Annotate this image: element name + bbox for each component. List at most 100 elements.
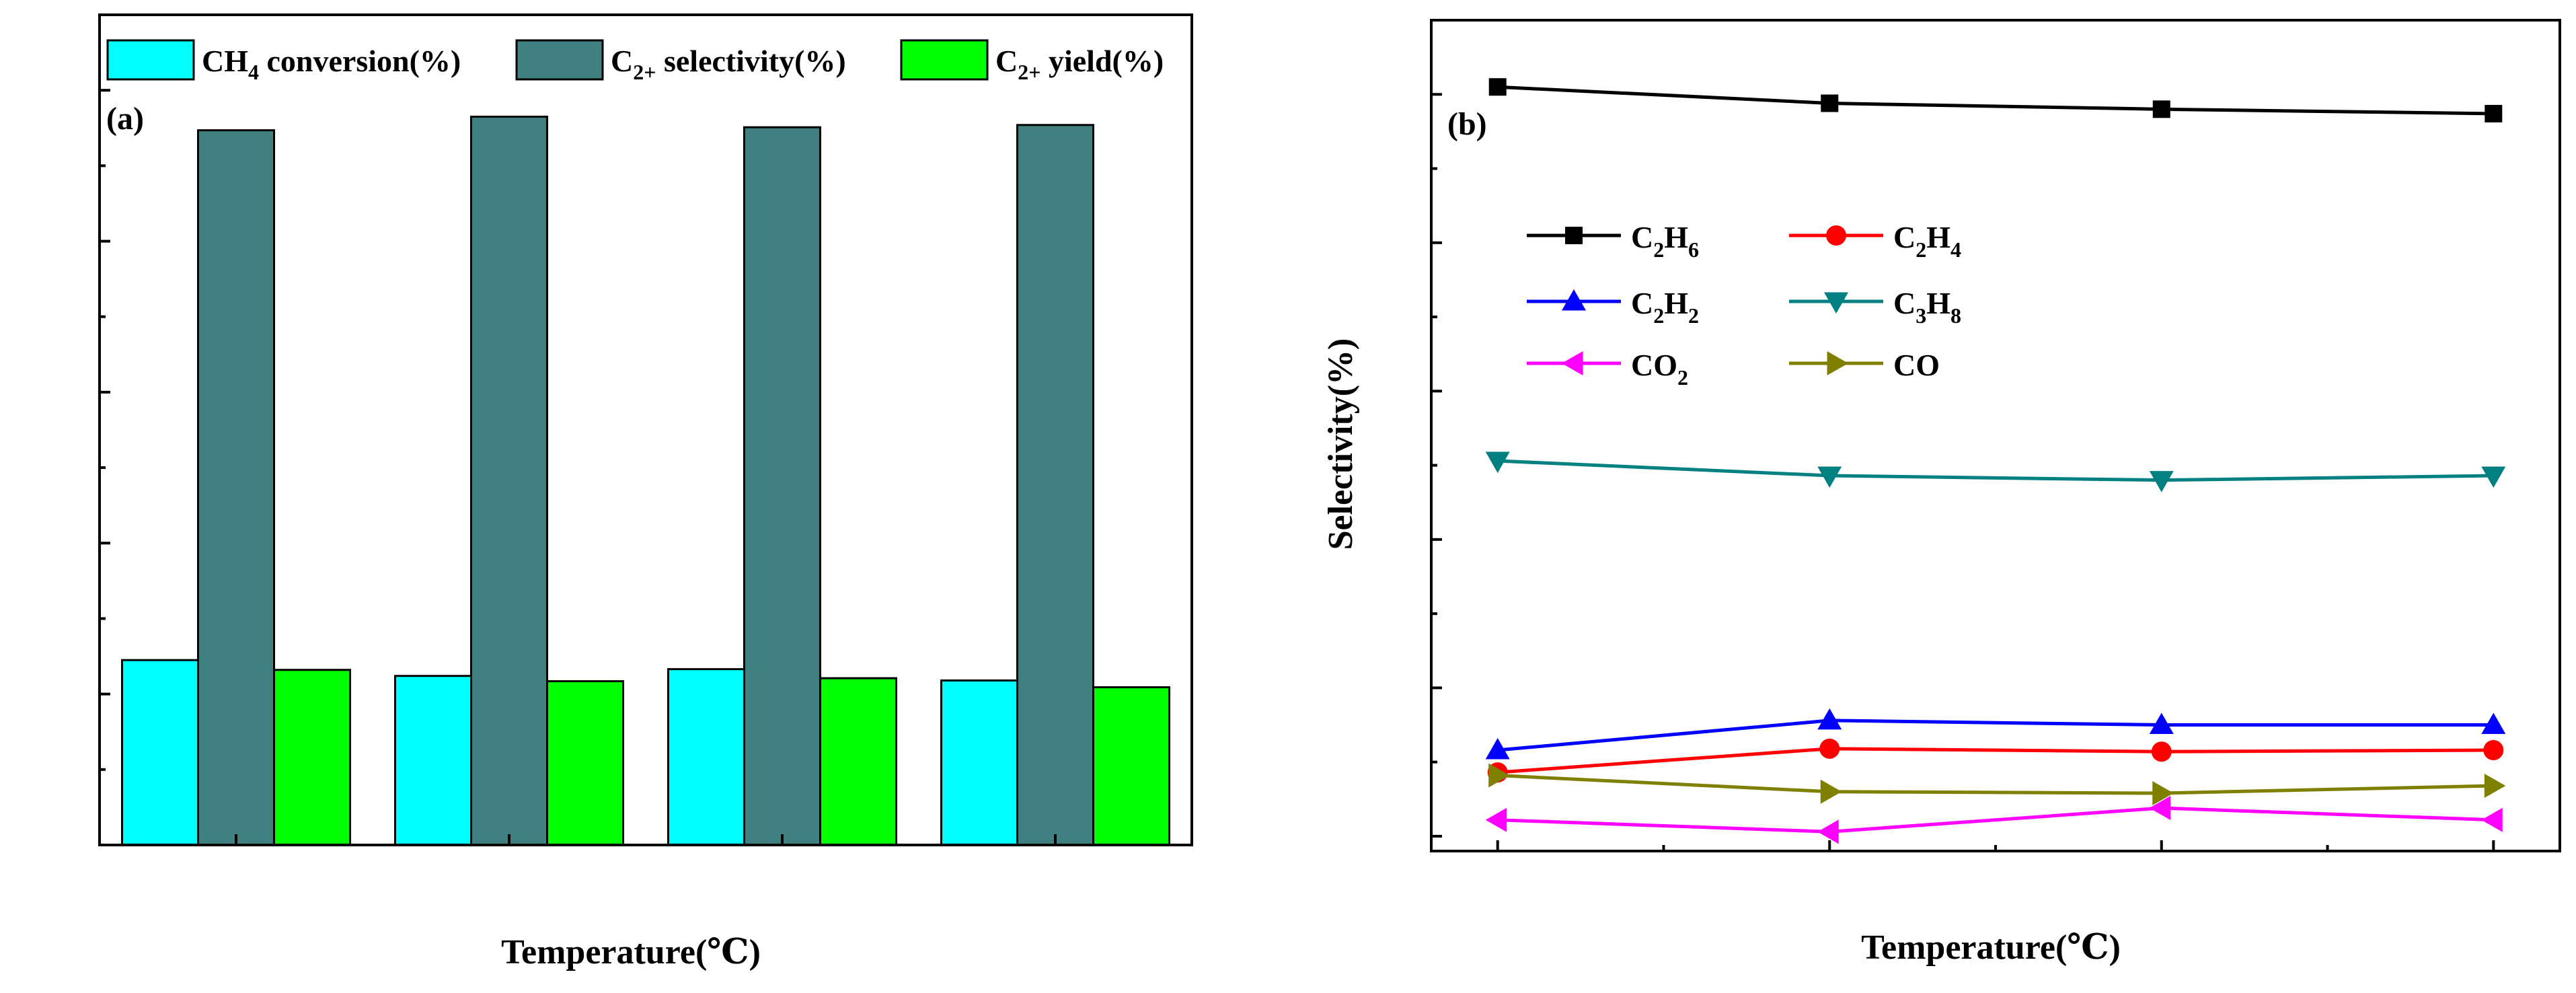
legend-swatch — [515, 39, 604, 81]
legend-label-part: C — [1893, 220, 1916, 254]
legend-label-part: 2 — [1677, 365, 1688, 390]
legend-label-part: 2 — [1916, 237, 1926, 262]
marker-triangle-right — [1820, 779, 1842, 804]
marker-triangle-left — [2149, 796, 2171, 821]
legend-label: C3H8 — [1893, 286, 1961, 328]
marker-triangle-left — [2481, 807, 2503, 832]
series-CO — [1488, 763, 2506, 805]
legend-swatch — [900, 39, 989, 81]
legend-label-main: CH — [202, 44, 248, 78]
legend-label-part: H — [1926, 220, 1950, 254]
legend-label-part: 6 — [1688, 237, 1699, 262]
marker-triangle-up — [2481, 712, 2506, 735]
series-C2H4 — [1487, 738, 2504, 783]
legend-label: C2H4 — [1893, 220, 1961, 262]
bar — [940, 679, 1018, 846]
legend-label-rest: conversion(%) — [259, 44, 461, 78]
legend-label-sub: 2+ — [633, 60, 656, 84]
marker-circle — [2151, 741, 2172, 762]
marker-triangle-down — [1824, 292, 1848, 314]
marker-triangle-right — [1488, 763, 1510, 788]
panel-b-y-axis-label: Selectivity(%) — [1322, 338, 1360, 550]
series-line — [1497, 719, 2494, 752]
series-CO2 — [1485, 796, 2503, 844]
panel-b-axes — [1430, 19, 2561, 852]
bar — [819, 677, 897, 846]
panel-a-bar-chart: CH4 conversion(%) C2+ selectivity(%) C2+ y… — [98, 13, 1193, 971]
marker-square — [2485, 104, 2503, 122]
legend-label-part: 3 — [1916, 303, 1926, 328]
panel-b-x-axis-label: Temperature(℃) — [1861, 928, 2121, 967]
legend-label-part: H — [1664, 220, 1688, 254]
bar — [546, 680, 624, 846]
marker-triangle-up — [1562, 289, 1586, 311]
legend-label-rest: selectivity(%) — [656, 44, 845, 78]
legend-label-part: 4 — [1950, 237, 1961, 262]
legend-label: C2H2 — [1631, 286, 1699, 328]
legend-label-sub: 4 — [248, 60, 259, 84]
series-C2H2 — [1485, 708, 2506, 760]
legend-label-part: 2 — [1653, 237, 1664, 262]
marker-triangle-down — [1485, 451, 1510, 473]
legend-label-part: CO — [1631, 348, 1677, 382]
legend-label: C2+ selectivity(%) — [611, 44, 846, 84]
panel-a-label: (a) — [106, 101, 144, 137]
legend-label-part: H — [1664, 286, 1688, 320]
panel-a-axes — [98, 13, 1193, 846]
legend-label-part: CO — [1893, 348, 1940, 382]
legend-label: C2H6 — [1631, 220, 1699, 262]
series-C3H8 — [1485, 451, 2506, 492]
marker-triangle-down — [2149, 471, 2174, 492]
marker-square — [1821, 94, 1839, 112]
legend-label-part: C — [1631, 286, 1653, 320]
marker-triangle-left — [1562, 351, 1583, 375]
marker-square — [2152, 100, 2170, 118]
legend-label-sub: 2+ — [1018, 60, 1040, 84]
panel-b-series — [1485, 78, 2506, 844]
marker-triangle-left — [1817, 819, 1839, 844]
marker-triangle-down — [2481, 466, 2506, 488]
legend-label-part: C — [1631, 220, 1653, 254]
legend-label-part: H — [1926, 286, 1950, 320]
marker-triangle-right — [2152, 780, 2174, 805]
legend-label-part: 8 — [1950, 303, 1961, 328]
marker-triangle-left — [1485, 807, 1507, 832]
series-line — [1497, 774, 2494, 795]
bar — [470, 115, 548, 846]
legend-label-main: C — [995, 44, 1018, 78]
bar — [667, 668, 745, 846]
panel-b-label: (b) — [1447, 106, 1487, 142]
marker-triangle-up — [2149, 712, 2174, 735]
panel-a-legend: CH4 conversion(%) C2+ selectivity(%) C2+ y… — [106, 39, 1164, 84]
bar — [1092, 686, 1170, 846]
series-C2H6 — [1488, 78, 2503, 122]
legend-label: CO2 — [1631, 348, 1688, 390]
marker-triangle-right — [2484, 773, 2506, 798]
bar — [1016, 124, 1094, 846]
series-line — [1497, 459, 2494, 482]
series-line — [1497, 85, 2494, 116]
bar — [743, 126, 821, 846]
panel-a-plot-frame — [98, 13, 1193, 846]
marker-triangle-up — [1485, 738, 1510, 760]
marker-circle — [2483, 740, 2504, 761]
marker-square — [1565, 227, 1583, 244]
legend-label-part: 2 — [1653, 303, 1664, 328]
panel-a-bars — [121, 115, 1170, 846]
bar — [121, 659, 199, 846]
legend-label-main: C — [611, 44, 633, 78]
marker-triangle-right — [1827, 351, 1848, 375]
legend-label-part: C — [1893, 286, 1916, 320]
marker-triangle-down — [1817, 466, 1842, 488]
marker-circle — [1819, 738, 1840, 759]
marker-circle — [1826, 225, 1846, 246]
legend-swatch — [106, 39, 195, 81]
series-line — [1497, 806, 2494, 834]
legend-label: C2+ yield(%) — [995, 44, 1164, 84]
bar — [273, 669, 351, 846]
series-line — [1497, 747, 2494, 774]
legend-label-rest: yield(%) — [1040, 44, 1164, 78]
